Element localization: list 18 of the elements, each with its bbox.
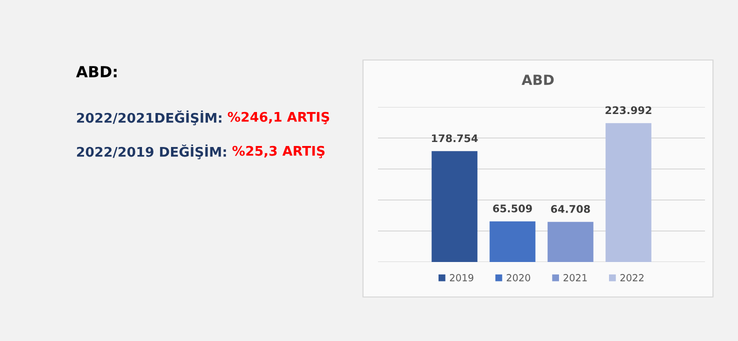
- legend-label: 2020: [506, 274, 530, 282]
- data-label: 64.708: [551, 205, 590, 213]
- text: %25,3 ARTIŞ: [232, 146, 325, 158]
- bar: [432, 151, 478, 262]
- legend-label: 2021: [564, 274, 587, 282]
- data-label: 223.992: [606, 106, 652, 114]
- text: %246,1 ARTIŞ: [228, 112, 330, 124]
- bar: [490, 221, 536, 262]
- chart-title: ABD: [522, 74, 554, 85]
- legend-label: 2019: [450, 274, 474, 282]
- legend-label: 2022: [620, 274, 644, 282]
- data-label: 178.754: [432, 134, 478, 142]
- data-label: 65.509: [493, 204, 532, 212]
- text: 2022/2021DEĞİŞİM:: [77, 110, 222, 126]
- text: ABD:: [76, 66, 117, 78]
- bar: [606, 123, 652, 262]
- bar: [548, 222, 594, 262]
- text: 2022/2019 DEĞİŞİM:: [77, 144, 226, 160]
